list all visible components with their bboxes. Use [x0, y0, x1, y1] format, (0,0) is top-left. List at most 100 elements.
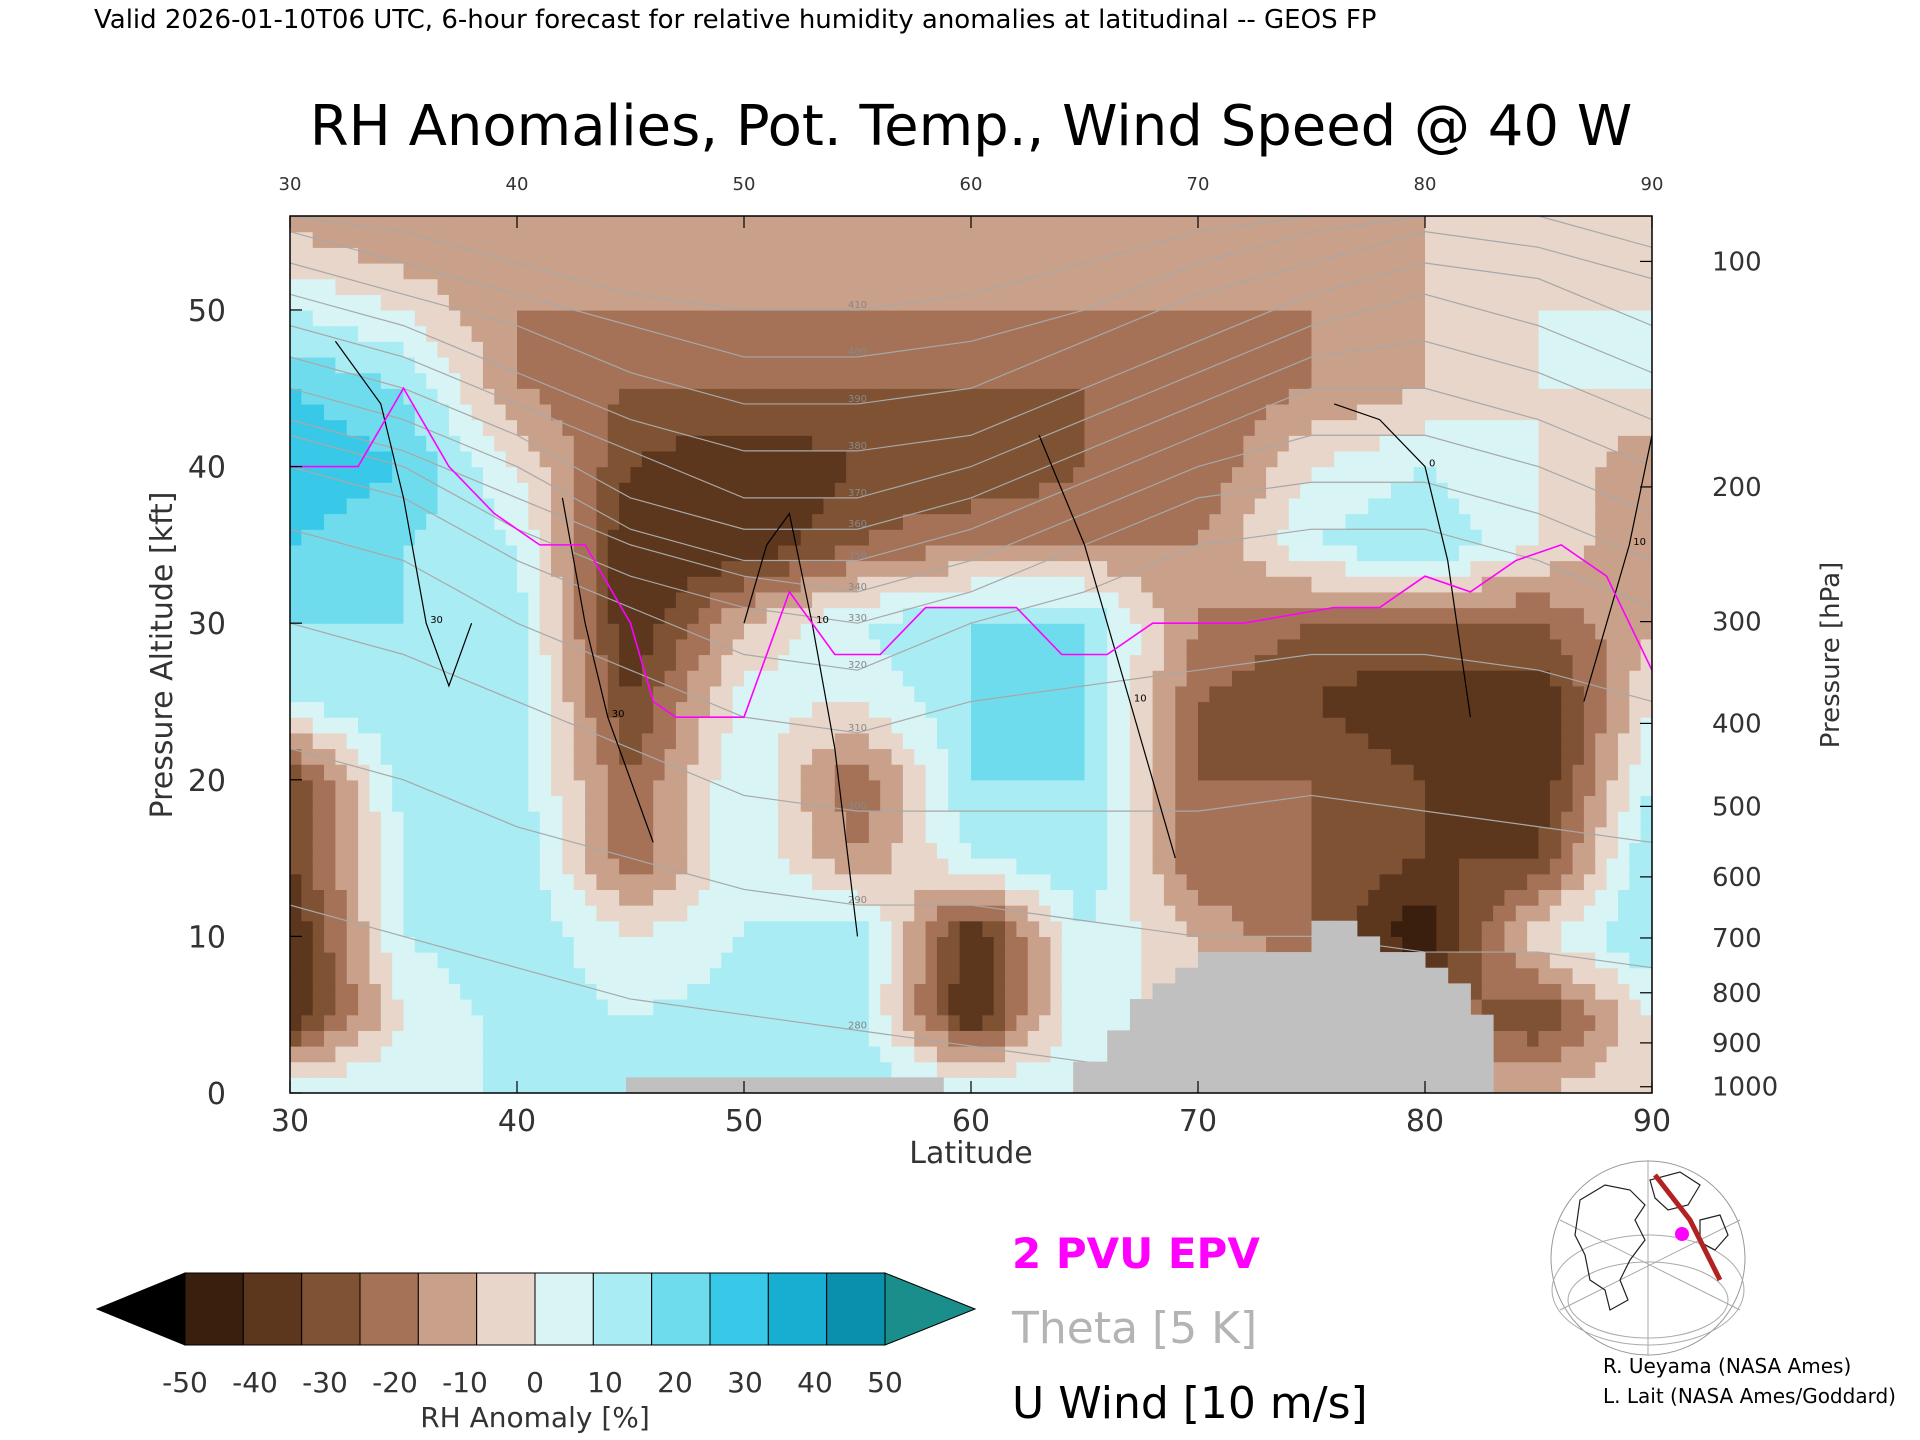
rh-cell	[846, 341, 859, 358]
rh-cell	[812, 341, 825, 358]
rh-cell	[993, 936, 1006, 953]
rh-cell	[471, 1014, 484, 1031]
rh-cell	[448, 450, 461, 468]
rh-cell	[562, 435, 575, 452]
rh-cell	[1027, 920, 1040, 937]
rh-cell	[766, 764, 779, 781]
rh-cell	[1277, 654, 1290, 671]
rh-cell	[982, 1077, 995, 1093]
rh-cell	[460, 419, 473, 436]
rh-cell	[1129, 497, 1142, 515]
rh-cell	[1243, 889, 1256, 906]
rh-cell	[857, 372, 870, 389]
rh-cell	[925, 873, 938, 891]
rh-cell	[562, 701, 575, 718]
rh-cell	[721, 717, 734, 734]
rh-cell	[1050, 795, 1063, 812]
rh-cell	[664, 247, 677, 264]
rh-cell	[1243, 356, 1256, 374]
rh-cell	[1061, 779, 1074, 797]
rh-cell	[902, 873, 915, 891]
rh-cell	[1027, 654, 1040, 671]
rh-cell	[403, 826, 416, 844]
rh-cell	[698, 701, 711, 718]
rh-cell	[1163, 356, 1176, 374]
rh-cell	[1277, 247, 1290, 264]
rh-cell	[471, 1030, 484, 1047]
rh-cell	[982, 967, 995, 984]
rh-cell	[959, 764, 972, 781]
rh-cell	[607, 388, 620, 405]
rh-cell	[823, 372, 836, 389]
rh-cell	[778, 372, 790, 389]
rh-cell	[1005, 544, 1017, 562]
rh-cell	[971, 1061, 983, 1078]
rh-cell	[778, 717, 790, 734]
rh-cell	[664, 544, 677, 562]
rh-cell	[868, 325, 881, 342]
rh-cell	[846, 1014, 859, 1031]
rh-cell	[551, 967, 563, 984]
rh-cell	[914, 654, 927, 671]
rh-cell	[709, 701, 722, 718]
rh-cell	[778, 1030, 790, 1047]
rh-cell	[596, 952, 609, 969]
rh-cell	[607, 1046, 620, 1063]
rh-cell	[698, 623, 711, 640]
rh-cell	[585, 654, 598, 671]
rh-cell	[800, 309, 813, 327]
rh-cell	[709, 450, 722, 468]
rh-cell	[630, 341, 643, 358]
rh-cell	[1084, 889, 1097, 906]
rh-cell	[301, 967, 314, 984]
rh-cell	[675, 309, 688, 327]
rh-cell	[426, 983, 439, 1000]
rh-cell	[789, 967, 802, 984]
rh-cell	[437, 560, 450, 577]
rh-cell	[778, 952, 790, 969]
rh-cell	[380, 670, 393, 687]
rh-cell	[936, 576, 949, 593]
rh-cell	[290, 216, 302, 233]
rh-cell	[914, 732, 927, 750]
rh-cell	[505, 889, 518, 906]
rh-cell	[914, 1014, 927, 1031]
rh-cell	[1186, 529, 1199, 546]
rh-cell	[369, 685, 382, 703]
rh-cell	[1129, 544, 1142, 562]
rh-cell	[800, 952, 813, 969]
rh-cell	[687, 905, 700, 922]
rh-cell	[698, 544, 711, 562]
rh-cell	[414, 216, 427, 233]
rh-cell	[494, 967, 507, 984]
rh-cell	[971, 1030, 983, 1047]
rh-cell	[959, 623, 972, 640]
rh-cell	[1254, 497, 1267, 515]
rh-cell	[982, 764, 995, 781]
rh-cell	[1016, 638, 1029, 656]
rh-cell	[914, 325, 927, 342]
rh-cell	[290, 983, 302, 1000]
rh-cell	[1027, 685, 1040, 703]
rh-cell	[1243, 450, 1256, 468]
rh-cell	[505, 607, 518, 624]
rh-cell	[471, 858, 484, 875]
rh-cell	[755, 732, 768, 750]
rh-cell	[312, 779, 325, 797]
rh-cell	[1175, 842, 1188, 859]
rh-cell	[744, 497, 756, 515]
rh-cell	[959, 231, 972, 248]
rh-cell	[460, 513, 473, 530]
rh-cell	[1220, 576, 1233, 593]
rh-cell	[482, 873, 495, 891]
rh-cell	[630, 466, 643, 483]
rh-cell	[573, 967, 586, 984]
rh-cell	[471, 247, 484, 264]
rh-cell	[369, 717, 382, 734]
rh-cell	[1118, 999, 1131, 1016]
rh-cell	[641, 873, 654, 891]
rh-cell	[358, 654, 371, 671]
rh-cell	[664, 1046, 677, 1063]
rh-cell	[539, 356, 552, 374]
rh-cell	[800, 701, 813, 718]
